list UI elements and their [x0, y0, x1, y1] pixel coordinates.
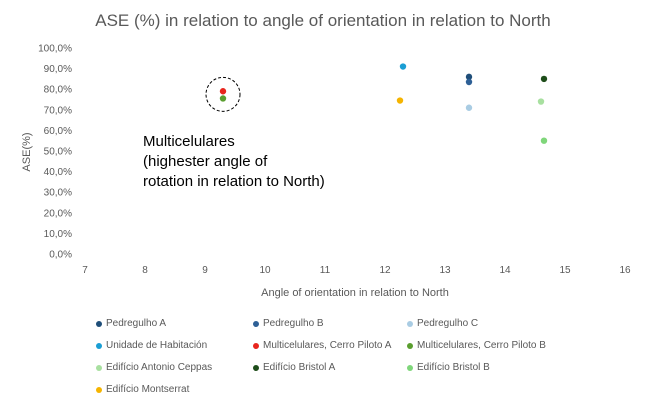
legend-item: Multicelulares, Cerro Piloto B [407, 340, 546, 351]
legend-item: Pedregulho A [96, 318, 166, 329]
legend-label: Edifício Montserrat [106, 384, 190, 395]
legend-label: Unidade de Habitación [106, 340, 208, 351]
legend-item: Multicelulares, Cerro Piloto A [253, 340, 391, 351]
annotation-line-1: Multicelulares [143, 133, 235, 150]
data-point [399, 63, 407, 70]
y-tick-label: 40,0% [44, 167, 72, 178]
x-tick-label: 15 [559, 265, 571, 276]
legend-label: Pedregulho A [106, 318, 167, 329]
legend-item: Edifício Antonio Ceppas [96, 362, 212, 373]
data-point [219, 95, 227, 102]
legend-marker [96, 320, 102, 327]
y-tick-label: 50,0% [44, 147, 72, 158]
data-point [540, 75, 548, 83]
y-tick-label: 30,0% [44, 188, 72, 199]
y-tick-label: 0,0% [49, 250, 72, 261]
legend-label: Pedregulho C [417, 318, 479, 329]
x-tick-label: 16 [619, 265, 631, 276]
data-point [465, 73, 473, 81]
data-point [219, 88, 227, 95]
x-tick-label: 12 [379, 265, 391, 276]
data-point [540, 137, 548, 144]
legend-label: Edifício Bristol B [417, 362, 490, 373]
x-tick-label: 11 [320, 265, 331, 276]
legend-label: Multicelulares, Cerro Piloto A [263, 340, 392, 351]
x-tick-label: 10 [259, 265, 271, 276]
data-points [219, 63, 548, 144]
legend-label: Edifício Bristol A [263, 362, 336, 373]
annotation-line-2: (highester angle of [143, 153, 268, 170]
annotation-circle-group [205, 76, 241, 112]
y-tick-label: 90,0% [44, 64, 72, 75]
y-tick-label: 80,0% [44, 85, 72, 96]
annotation-line-3: rotation in relation to North) [143, 173, 325, 190]
legend-marker [253, 364, 259, 371]
data-point [465, 78, 473, 86]
x-tick-label: 14 [499, 265, 511, 276]
legend-item: Edifício Montserrat [96, 384, 189, 395]
legend-marker [407, 320, 413, 327]
data-point [537, 98, 545, 105]
y-tick-label: 70,0% [44, 105, 72, 116]
legend-marker [96, 386, 102, 393]
legend-marker [253, 342, 259, 349]
legend-item: Edifício Bristol A [253, 362, 335, 373]
legend-item: Edifício Bristol B [407, 362, 490, 373]
y-tick-label: 100,0% [38, 44, 72, 55]
x-axis-title: Angle of orientation in relation to Nort… [261, 287, 449, 299]
y-tick-label: 60,0% [44, 126, 72, 137]
annotation-circle [205, 76, 241, 112]
x-tick-label: 13 [439, 265, 451, 276]
x-tick-label: 7 [82, 265, 88, 276]
data-point [465, 104, 473, 111]
y-tick-label: 20,0% [44, 208, 72, 219]
x-axis-ticks: 7 8 9 10 11 12 13 14 15 16 [82, 265, 631, 276]
x-tick-label: 8 [142, 265, 148, 276]
y-tick-label: 10,0% [44, 229, 72, 240]
legend-marker [96, 342, 102, 349]
y-axis-ticks: 0,0% 10,0% 20,0% 30,0% 40,0% 50,0% 60,0% 70,0% 8… [38, 44, 72, 261]
legend-item: Pedregulho B [253, 318, 324, 329]
x-tick-label: 9 [202, 265, 208, 276]
legend-label: Edifício Antonio Ceppas [106, 362, 213, 373]
legend-label: Multicelulares, Cerro Piloto B [417, 340, 546, 351]
legend-marker [253, 320, 259, 327]
legend-label: Pedregulho B [263, 318, 324, 329]
legend-item: Pedregulho C [407, 318, 478, 329]
y-axis-title: ASE(%) [21, 132, 33, 171]
legend-item: Unidade de Habitación [96, 340, 207, 351]
chart-title: ASE (%) in relation to angle of orientat… [95, 11, 551, 30]
legend-marker [96, 364, 102, 371]
data-point [396, 97, 404, 104]
legend-marker [407, 342, 413, 349]
legend-marker [407, 364, 413, 371]
